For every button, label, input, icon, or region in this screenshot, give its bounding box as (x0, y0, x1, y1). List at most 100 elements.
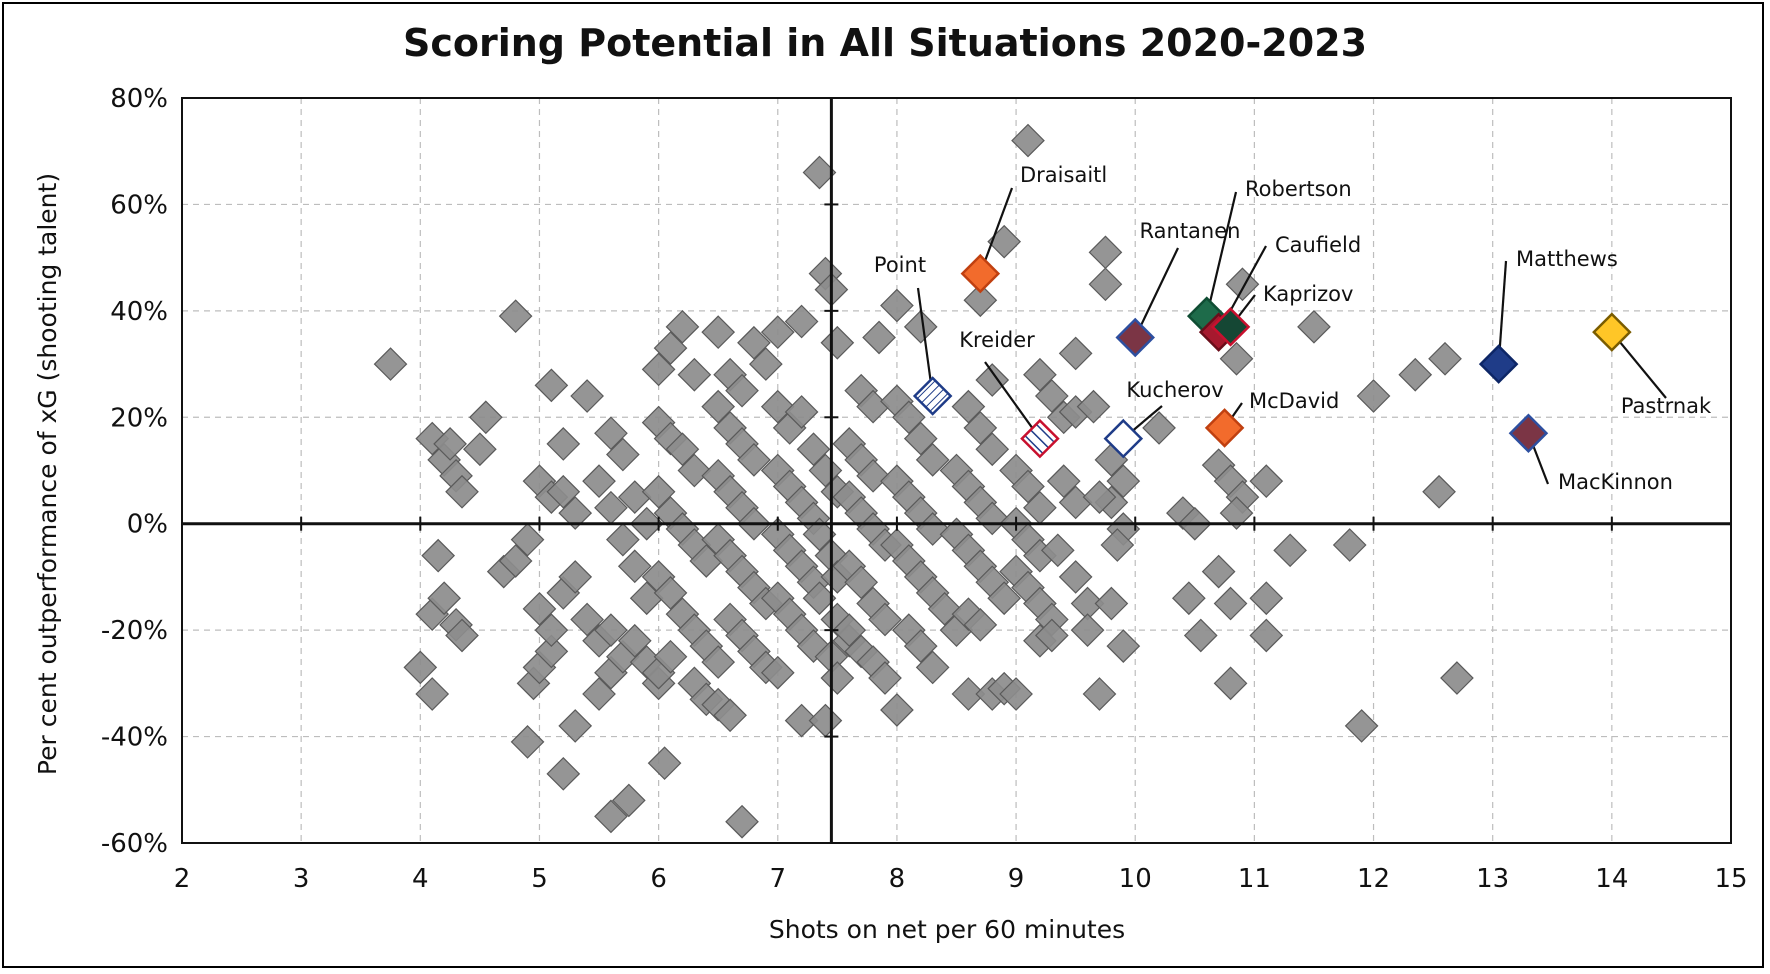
scatter-point (498, 299, 533, 334)
scatter-point (433, 427, 467, 461)
scatter-point (832, 613, 867, 647)
y-tick-label: 80% (110, 84, 168, 114)
scatter-point (677, 453, 712, 488)
label-leader-line (1610, 331, 1667, 399)
scatter-point (1011, 123, 1045, 158)
x-tick-label: 11 (1238, 864, 1271, 894)
scatter-point (1034, 379, 1069, 413)
scatter-point (856, 458, 890, 493)
x-tick-label: 13 (1476, 864, 1509, 894)
y-tick-label: -60% (101, 829, 168, 859)
player-label: Matthews (1516, 247, 1618, 271)
scatter-point (445, 618, 479, 653)
scatter-point (784, 703, 819, 738)
chart-title: Scoring Potential in All Situations 2020… (403, 21, 1367, 65)
scatter-point (915, 650, 950, 685)
scatter-point (1183, 618, 1218, 653)
scatter-point (1094, 586, 1129, 621)
scatter-point (468, 400, 503, 435)
x-tick-label: 9 (1008, 864, 1025, 894)
scatter-point (701, 389, 736, 424)
player-label: McDavid (1249, 389, 1339, 413)
scatter-point (808, 453, 843, 488)
label-leader-line (1134, 247, 1179, 338)
scatter-point (1034, 618, 1069, 653)
scatter-point (582, 464, 616, 498)
x-tick-label: 14 (1595, 864, 1628, 894)
axes (181, 97, 1732, 844)
player-label: Point (874, 253, 926, 277)
scatter-point (1070, 613, 1105, 647)
scatter-point (606, 437, 640, 472)
scatter-point (558, 560, 593, 594)
y-axis-title: Per cent outperformance of xG (shooting … (33, 173, 62, 775)
highlight-point (1210, 307, 1251, 347)
plot-border (181, 97, 1732, 844)
scatter-point (1201, 554, 1236, 589)
scatter-point (1249, 581, 1284, 616)
x-axis-title: Shots on net per 60 minutes (769, 915, 1125, 944)
scatter-point (1082, 480, 1117, 514)
scatter-point (1023, 357, 1057, 392)
scatter-point (641, 352, 676, 387)
scatter-point (951, 389, 986, 424)
scatter-point (594, 799, 628, 834)
scatter-point (880, 693, 914, 727)
scatter-point (606, 522, 640, 557)
scatter-point (737, 325, 771, 360)
label-leader-line (984, 361, 1041, 440)
scatter-point (1058, 336, 1093, 371)
y-tick-label: 40% (110, 297, 168, 327)
scatter-point (760, 315, 795, 349)
scatter-point (617, 549, 652, 584)
scatter-point (701, 315, 736, 349)
scatter-point (975, 501, 1010, 536)
scatter-point (862, 320, 896, 355)
x-tick-label: 5 (531, 864, 548, 894)
scatter-point (1422, 474, 1456, 509)
scatter-point (1106, 629, 1141, 663)
x-tick-label: 7 (769, 864, 786, 894)
scatter-point (975, 363, 1010, 397)
scatter-point (1172, 581, 1206, 616)
x-tick-label: 12 (1357, 864, 1390, 894)
scatter-point (1297, 309, 1331, 344)
player-label: Pastrnak (1621, 394, 1712, 418)
scatter-point (963, 283, 998, 318)
scatter-point (594, 613, 628, 647)
scatter-point (653, 639, 688, 674)
scatter-point (820, 661, 855, 695)
scatter-point (415, 677, 450, 711)
player-label: Caufield (1275, 233, 1361, 257)
scatter-point (903, 629, 938, 663)
scatter-point (915, 443, 950, 477)
scatter-point (725, 804, 759, 839)
scatter-point (546, 427, 581, 461)
scatter-point (653, 331, 688, 365)
scatter-point (647, 746, 682, 781)
highlight-point (1115, 317, 1155, 358)
data-points (373, 123, 1474, 839)
scatter-point (1040, 533, 1075, 568)
scatter-point (1076, 389, 1111, 424)
scatter-point (927, 592, 962, 626)
scatter-point (951, 677, 986, 711)
scatter-point (1219, 341, 1254, 376)
scatter-point (445, 474, 479, 509)
scatter-point (1058, 560, 1093, 594)
scatter-point (1046, 464, 1081, 498)
scatter-point (546, 474, 581, 509)
scatter-point (617, 623, 652, 658)
label-leader-line (916, 287, 934, 397)
scatter-point (1106, 464, 1141, 498)
tick-labels: 2 3 4 5 6 7 8 9 10 11 12 13 14 15 80% 60% 40% 20% 0% -20% -4… (101, 84, 1748, 894)
scatter-point (534, 634, 569, 669)
scatter-point (1011, 469, 1045, 504)
scatter-point (784, 395, 819, 429)
scatter-point (510, 522, 545, 557)
scatter-point (403, 650, 438, 685)
highlight-point (1478, 344, 1519, 384)
highlight-point (1103, 418, 1144, 459)
scatter-point (737, 443, 771, 477)
